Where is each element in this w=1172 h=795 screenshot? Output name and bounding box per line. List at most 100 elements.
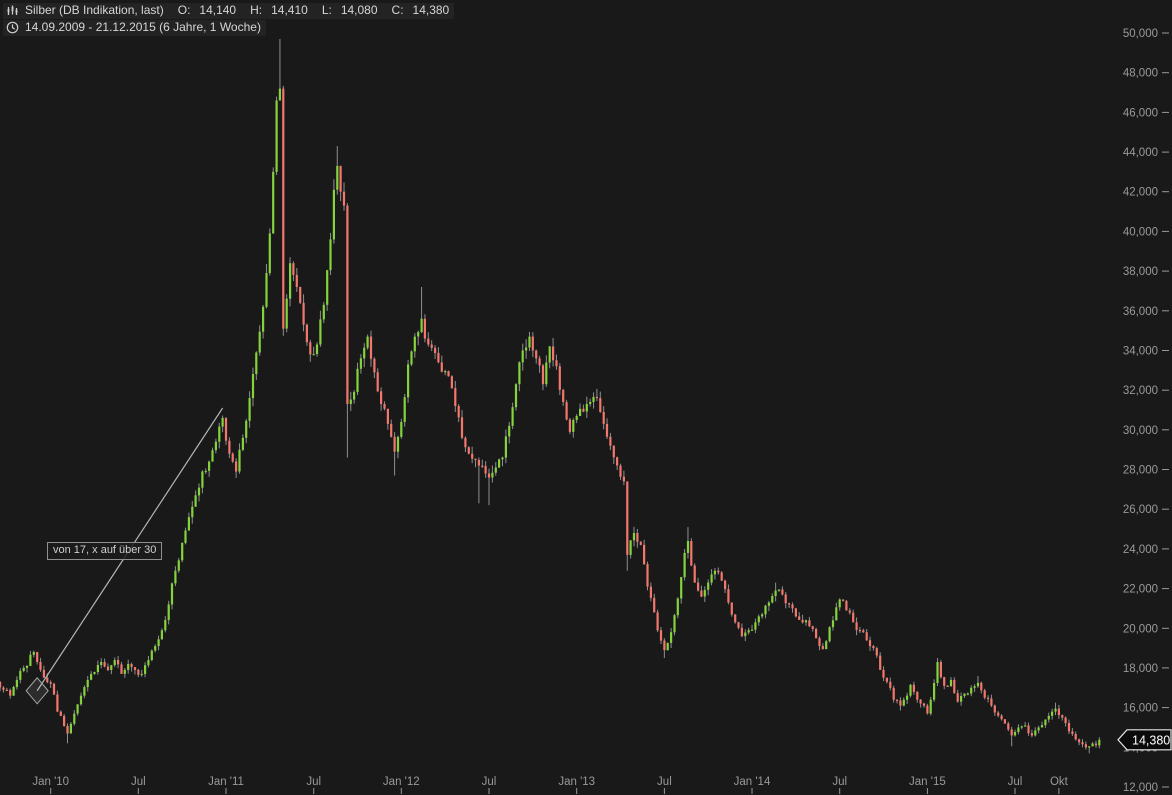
candle-body: [804, 620, 808, 623]
candle-body: [1078, 739, 1081, 743]
candle-body: [528, 336, 531, 348]
candle-body: [906, 695, 909, 700]
candle-body: [262, 306, 265, 332]
candle-body: [895, 699, 899, 701]
trendline-annotation[interactable]: von 17, x auf über 30: [47, 542, 163, 560]
candle-body: [376, 372, 379, 392]
candle-body: [865, 632, 868, 641]
candle-body: [963, 693, 966, 696]
candle-body: [1013, 732, 1017, 736]
candle-body: [5, 689, 8, 691]
candle-body: [332, 189, 335, 240]
candle-body: [218, 426, 221, 442]
y-tick-label: 38,000: [1123, 266, 1158, 278]
candle-body: [447, 371, 450, 377]
candle-body: [228, 440, 231, 454]
candle-body: [1003, 719, 1006, 724]
candle-body: [545, 362, 548, 385]
y-axis: 50,000 48,000 46,000 44,000 42,000 40,000 38,0…: [1123, 28, 1169, 794]
candle-body: [410, 351, 413, 365]
candle-body: [771, 596, 774, 603]
candle-body: [484, 465, 487, 474]
candle-body: [518, 362, 521, 385]
candle-body: [1091, 743, 1094, 747]
candle-body: [147, 660, 150, 666]
candle-body: [167, 604, 170, 620]
low-value: 14,080: [340, 3, 378, 17]
candle-body: [535, 350, 538, 359]
candle-body: [757, 616, 760, 623]
candle-body: [612, 445, 615, 458]
x-tick-label: Jan '15: [909, 776, 946, 788]
x-tick-label: Jan '10: [32, 776, 69, 788]
open-value: 14,140: [199, 3, 237, 17]
candle-body: [774, 590, 777, 596]
candle-body: [653, 597, 656, 613]
candle-body: [592, 396, 595, 402]
candle-body: [278, 88, 281, 101]
candle-body: [811, 626, 814, 629]
candle-body: [852, 612, 855, 623]
high-value: 14,410: [271, 3, 308, 17]
candle-body: [956, 693, 959, 702]
candle-body: [619, 465, 622, 477]
candle-body: [508, 425, 511, 437]
y-tick-label: 50,000: [1123, 28, 1158, 40]
candle-body: [882, 669, 885, 678]
candle-body: [460, 417, 464, 438]
candle-body: [777, 589, 781, 591]
x-tick-label: Jul: [1008, 776, 1023, 788]
candle-body: [858, 630, 861, 632]
y-tick-label: 28,000: [1123, 465, 1158, 477]
candle-body: [52, 683, 56, 695]
high-label: H:: [250, 3, 263, 17]
candle-body: [1051, 711, 1054, 716]
candle-body: [875, 648, 878, 656]
candle-body: [204, 470, 207, 473]
candle-body: [737, 622, 740, 628]
candle-body: [127, 664, 130, 670]
candle-body: [329, 239, 332, 271]
candle-body: [25, 665, 29, 668]
candle-body: [157, 639, 160, 647]
candle-body: [133, 667, 137, 670]
candle-body: [437, 352, 440, 363]
candle-body: [649, 586, 652, 598]
candle-body: [12, 687, 15, 696]
y-tick-label: 12,000: [1123, 782, 1158, 794]
last-price-tag: 14,380: [1117, 729, 1172, 751]
candle-body: [177, 560, 180, 571]
candle-body: [100, 662, 103, 665]
candle-body: [764, 605, 767, 615]
y-tick-label: 16,000: [1123, 703, 1158, 715]
candle-body: [241, 437, 244, 450]
candle-body: [197, 487, 201, 496]
date-range-text: 14.09.2009 - 21.12.2015 (6 Jahre, 1 Woch…: [25, 20, 261, 34]
candle-body: [953, 679, 956, 694]
x-tick-label: Jul: [482, 776, 497, 788]
candle-body: [346, 205, 349, 404]
candle-body: [1054, 708, 1057, 712]
x-axis: Jan '10 Jul Jan '11 Jul Jan '12 Jul Jan '13 Jul…: [32, 776, 1069, 794]
candle-body: [187, 517, 190, 531]
candle-body: [683, 552, 686, 578]
candle-body: [821, 646, 824, 650]
candle-body: [90, 673, 93, 680]
candle-body: [73, 713, 76, 724]
candle-body: [622, 476, 625, 482]
candle-body: [498, 459, 501, 468]
y-tick-label: 36,000: [1123, 306, 1158, 318]
candle-body: [666, 642, 669, 651]
candle-body: [76, 704, 79, 714]
candle-body: [450, 376, 453, 389]
x-tick-label: Jan '12: [383, 776, 420, 788]
candle-body: [626, 481, 629, 555]
candle-body: [767, 602, 770, 606]
candle-body: [1067, 723, 1071, 732]
candle-body: [602, 412, 605, 424]
candle-body: [174, 570, 177, 584]
candle-body: [160, 630, 163, 640]
trendline-start-marker[interactable]: [25, 676, 49, 705]
candle-body: [309, 342, 312, 355]
